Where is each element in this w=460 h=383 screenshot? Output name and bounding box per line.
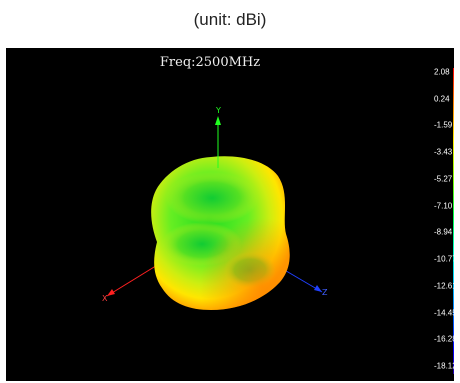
colorbar-ticks: 2.08 0.24 -1.59 -3.43 -5.27 -7.10 -8.94 -10.77 -… xyxy=(416,67,454,374)
colorbar-tick-label: -1.59 xyxy=(434,120,453,130)
x-axis-label: X xyxy=(102,294,108,303)
colorbar-tick-label: 0.24 xyxy=(434,94,450,104)
colorbar-tick-label: -3.43 xyxy=(434,147,453,157)
z-axis-arrow xyxy=(314,285,322,292)
x-axis-arrow xyxy=(107,289,115,296)
y-axis-arrow xyxy=(215,116,221,125)
colorbar-tick-label: -5.27 xyxy=(434,174,453,184)
z-axis-label: Z xyxy=(322,288,328,297)
radiation-pattern-viewport[interactable]: Freq:2500MHz xyxy=(6,48,454,381)
colorbar-tick-label: -18.12 xyxy=(434,361,454,371)
colorbar-tick-label: -16.28 xyxy=(434,334,454,344)
y-axis-label: Y xyxy=(216,106,221,115)
colorbar-tick-label: 2.08 xyxy=(434,67,450,77)
colorbar-tick-label: -10.77 xyxy=(434,254,454,264)
radiation-pattern-scene xyxy=(106,116,323,310)
colorbar-tick-label: -7.10 xyxy=(434,201,453,211)
colorbar-tick-label: -14.45 xyxy=(434,308,454,318)
lower-right-edge-shading xyxy=(151,156,290,310)
frequency-label: Freq:2500MHz xyxy=(159,55,261,70)
colorbar-tick-label: -8.94 xyxy=(434,227,453,237)
colorbar-tick-label: -12.61 xyxy=(434,281,454,291)
unit-caption: (unit: dBi) xyxy=(193,10,267,29)
colorbar xyxy=(453,68,454,374)
